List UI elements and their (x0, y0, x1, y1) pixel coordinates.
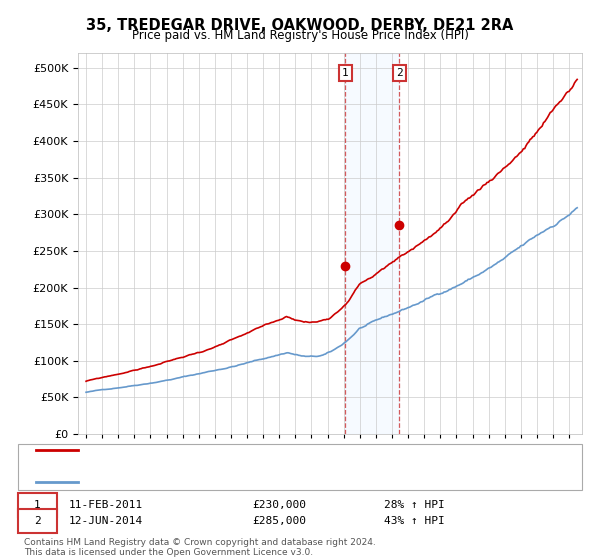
Text: 1: 1 (34, 500, 41, 510)
Text: 35, TREDEGAR DRIVE, OAKWOOD, DERBY, DE21 2RA (detached house): 35, TREDEGAR DRIVE, OAKWOOD, DERBY, DE21… (87, 445, 455, 455)
Bar (345, 53, 399, 434)
Text: 12-JUN-2014: 12-JUN-2014 (69, 516, 143, 526)
Text: 35, TREDEGAR DRIVE, OAKWOOD, DERBY, DE21 2RA: 35, TREDEGAR DRIVE, OAKWOOD, DERBY, DE21… (86, 18, 514, 33)
Text: £230,000: £230,000 (252, 500, 306, 510)
Text: Price paid vs. HM Land Registry's House Price Index (HPI): Price paid vs. HM Land Registry's House … (131, 29, 469, 42)
Text: 2: 2 (396, 68, 403, 78)
Text: 2: 2 (34, 516, 41, 526)
Text: £285,000: £285,000 (252, 516, 306, 526)
Text: 28% ↑ HPI: 28% ↑ HPI (384, 500, 445, 510)
Text: Contains HM Land Registry data © Crown copyright and database right 2024.
This d: Contains HM Land Registry data © Crown c… (24, 538, 376, 557)
Text: 43% ↑ HPI: 43% ↑ HPI (384, 516, 445, 526)
Text: HPI: Average price, detached house, City of Derby: HPI: Average price, detached house, City… (87, 477, 349, 487)
Text: 11-FEB-2011: 11-FEB-2011 (69, 500, 143, 510)
Text: 1: 1 (342, 68, 349, 78)
